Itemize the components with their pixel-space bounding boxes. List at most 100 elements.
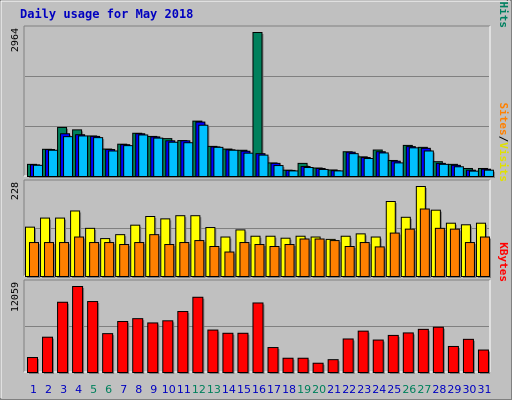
top-legend-item-3: / (497, 0, 510, 2)
bar-pages-day29-body (453, 166, 464, 178)
bar-sites-day11 (179, 242, 191, 278)
middle-legend-item-0: Sites (497, 103, 510, 136)
bar-sites-day11-body (179, 242, 190, 277)
bar-kbytes-day11-body (177, 311, 189, 373)
bar-kbytes-day7-body (117, 321, 129, 373)
day-label-27: 27 (417, 383, 431, 396)
bar-sites-day28 (434, 227, 446, 278)
bar-sites-day24 (374, 246, 386, 278)
bar-kbytes-day8-body (132, 318, 144, 374)
bar-kbytes-day19-body (297, 357, 309, 373)
bar-sites-day12-body (194, 240, 205, 277)
bar-pages-day31-body (483, 169, 494, 177)
bar-sites-day18 (284, 244, 296, 278)
bar-sites-day19 (299, 238, 311, 278)
bar-sites-day14-body (224, 251, 235, 278)
bar-pages-day30-body (468, 170, 479, 177)
bar-sites-day6 (104, 242, 116, 278)
bar-sites-day27 (419, 208, 431, 278)
bar-kbytes-day1-body (27, 357, 38, 373)
day-label-6: 6 (105, 383, 112, 396)
bar-kbytes-day11 (177, 311, 190, 374)
bar-kbytes-day15-body (237, 332, 249, 373)
bar-kbytes-day20 (312, 362, 325, 374)
day-label-25: 25 (387, 383, 401, 396)
bar-pages-day16-body (258, 154, 269, 177)
bottom-legend: KBytes (497, 242, 510, 282)
bar-kbytes-day22 (342, 338, 355, 374)
day-label-31: 31 (477, 383, 491, 396)
bar-kbytes-day10 (162, 320, 175, 374)
day-label-22: 22 (342, 383, 356, 396)
bar-kbytes-day14 (222, 332, 235, 374)
day-label-1: 1 (30, 383, 37, 396)
bar-sites-day15-body (239, 242, 250, 277)
bar-sites-day23-body (359, 242, 370, 277)
bar-kbytes-day31-body (477, 349, 489, 374)
bar-sites-day25 (389, 232, 401, 278)
bar-sites-day12 (194, 240, 206, 278)
bar-sites-day9 (149, 234, 161, 278)
bar-kbytes-day8 (132, 318, 145, 374)
bar-sites-day4-body (74, 236, 85, 278)
bar-sites-day8-body (134, 242, 145, 277)
bar-kbytes-day3 (57, 301, 70, 374)
bar-sites-day24-body (374, 246, 385, 277)
bar-kbytes-day14-body (222, 332, 234, 373)
bar-sites-day22-body (344, 246, 355, 277)
top-max-label: 2964 (10, 28, 21, 52)
day-label-12: 12 (192, 383, 206, 396)
bar-kbytes-day28 (432, 326, 445, 374)
bar-sites-day10-body (164, 244, 175, 278)
bar-pages-day17-body (273, 165, 284, 178)
bar-sites-day17-body (269, 246, 280, 277)
bar-kbytes-day5-body (87, 301, 99, 374)
bar-kbytes-day23-body (357, 330, 369, 373)
bar-kbytes-day18 (282, 357, 295, 374)
bar-sites-day20-body (314, 238, 325, 277)
bar-sites-day29 (449, 228, 461, 278)
top-legend-item-4: Hits (497, 2, 510, 29)
bar-sites-day31-body (479, 236, 490, 278)
bar-kbytes-day28-body (432, 326, 444, 374)
chart-title: Daily usage for May 2018 (20, 7, 194, 21)
bar-sites-day19-body (299, 238, 310, 277)
bar-kbytes-day13 (207, 329, 220, 374)
bar-sites-day7-body (119, 244, 130, 278)
bar-kbytes-day1 (27, 357, 39, 374)
bar-sites-day10 (164, 244, 176, 278)
bar-kbytes-day21-body (327, 359, 339, 374)
day-label-24: 24 (372, 383, 386, 396)
bar-sites-day22 (344, 246, 356, 278)
bar-kbytes-day16 (252, 302, 265, 374)
bar-kbytes-day21 (327, 359, 340, 374)
day-label-23: 23 (357, 383, 371, 396)
bar-sites-day9-body (149, 234, 160, 278)
bar-kbytes-day30-body (462, 338, 474, 373)
day-label-15: 15 (237, 383, 251, 396)
bar-sites-day5 (89, 242, 101, 278)
bar-sites-day13-body (209, 246, 220, 277)
bar-kbytes-day5 (87, 301, 100, 374)
bar-sites-day7 (119, 244, 131, 278)
bar-pages-day18-body (288, 170, 299, 177)
bar-kbytes-day13-body (207, 329, 219, 373)
bar-pages-day21-body (333, 170, 344, 177)
bar-pages-day12-body (198, 124, 209, 178)
bar-sites-day14 (224, 251, 236, 278)
bar-pages-day25-body (393, 162, 404, 177)
day-label-10: 10 (162, 383, 176, 396)
bar-kbytes-day29-body (447, 345, 459, 373)
bar-sites-day1-body (29, 242, 39, 277)
day-label-13: 13 (207, 383, 221, 396)
bar-sites-day26 (404, 228, 416, 278)
day-label-29: 29 (447, 383, 461, 396)
bar-kbytes-day24 (372, 339, 385, 374)
day-label-16: 16 (252, 383, 266, 396)
bar-pages-day10-body (168, 141, 179, 178)
bar-kbytes-day19 (297, 357, 310, 374)
bar-kbytes-day12 (192, 296, 205, 374)
bar-pages-day6-body (108, 150, 119, 177)
day-label-28: 28 (432, 383, 446, 396)
